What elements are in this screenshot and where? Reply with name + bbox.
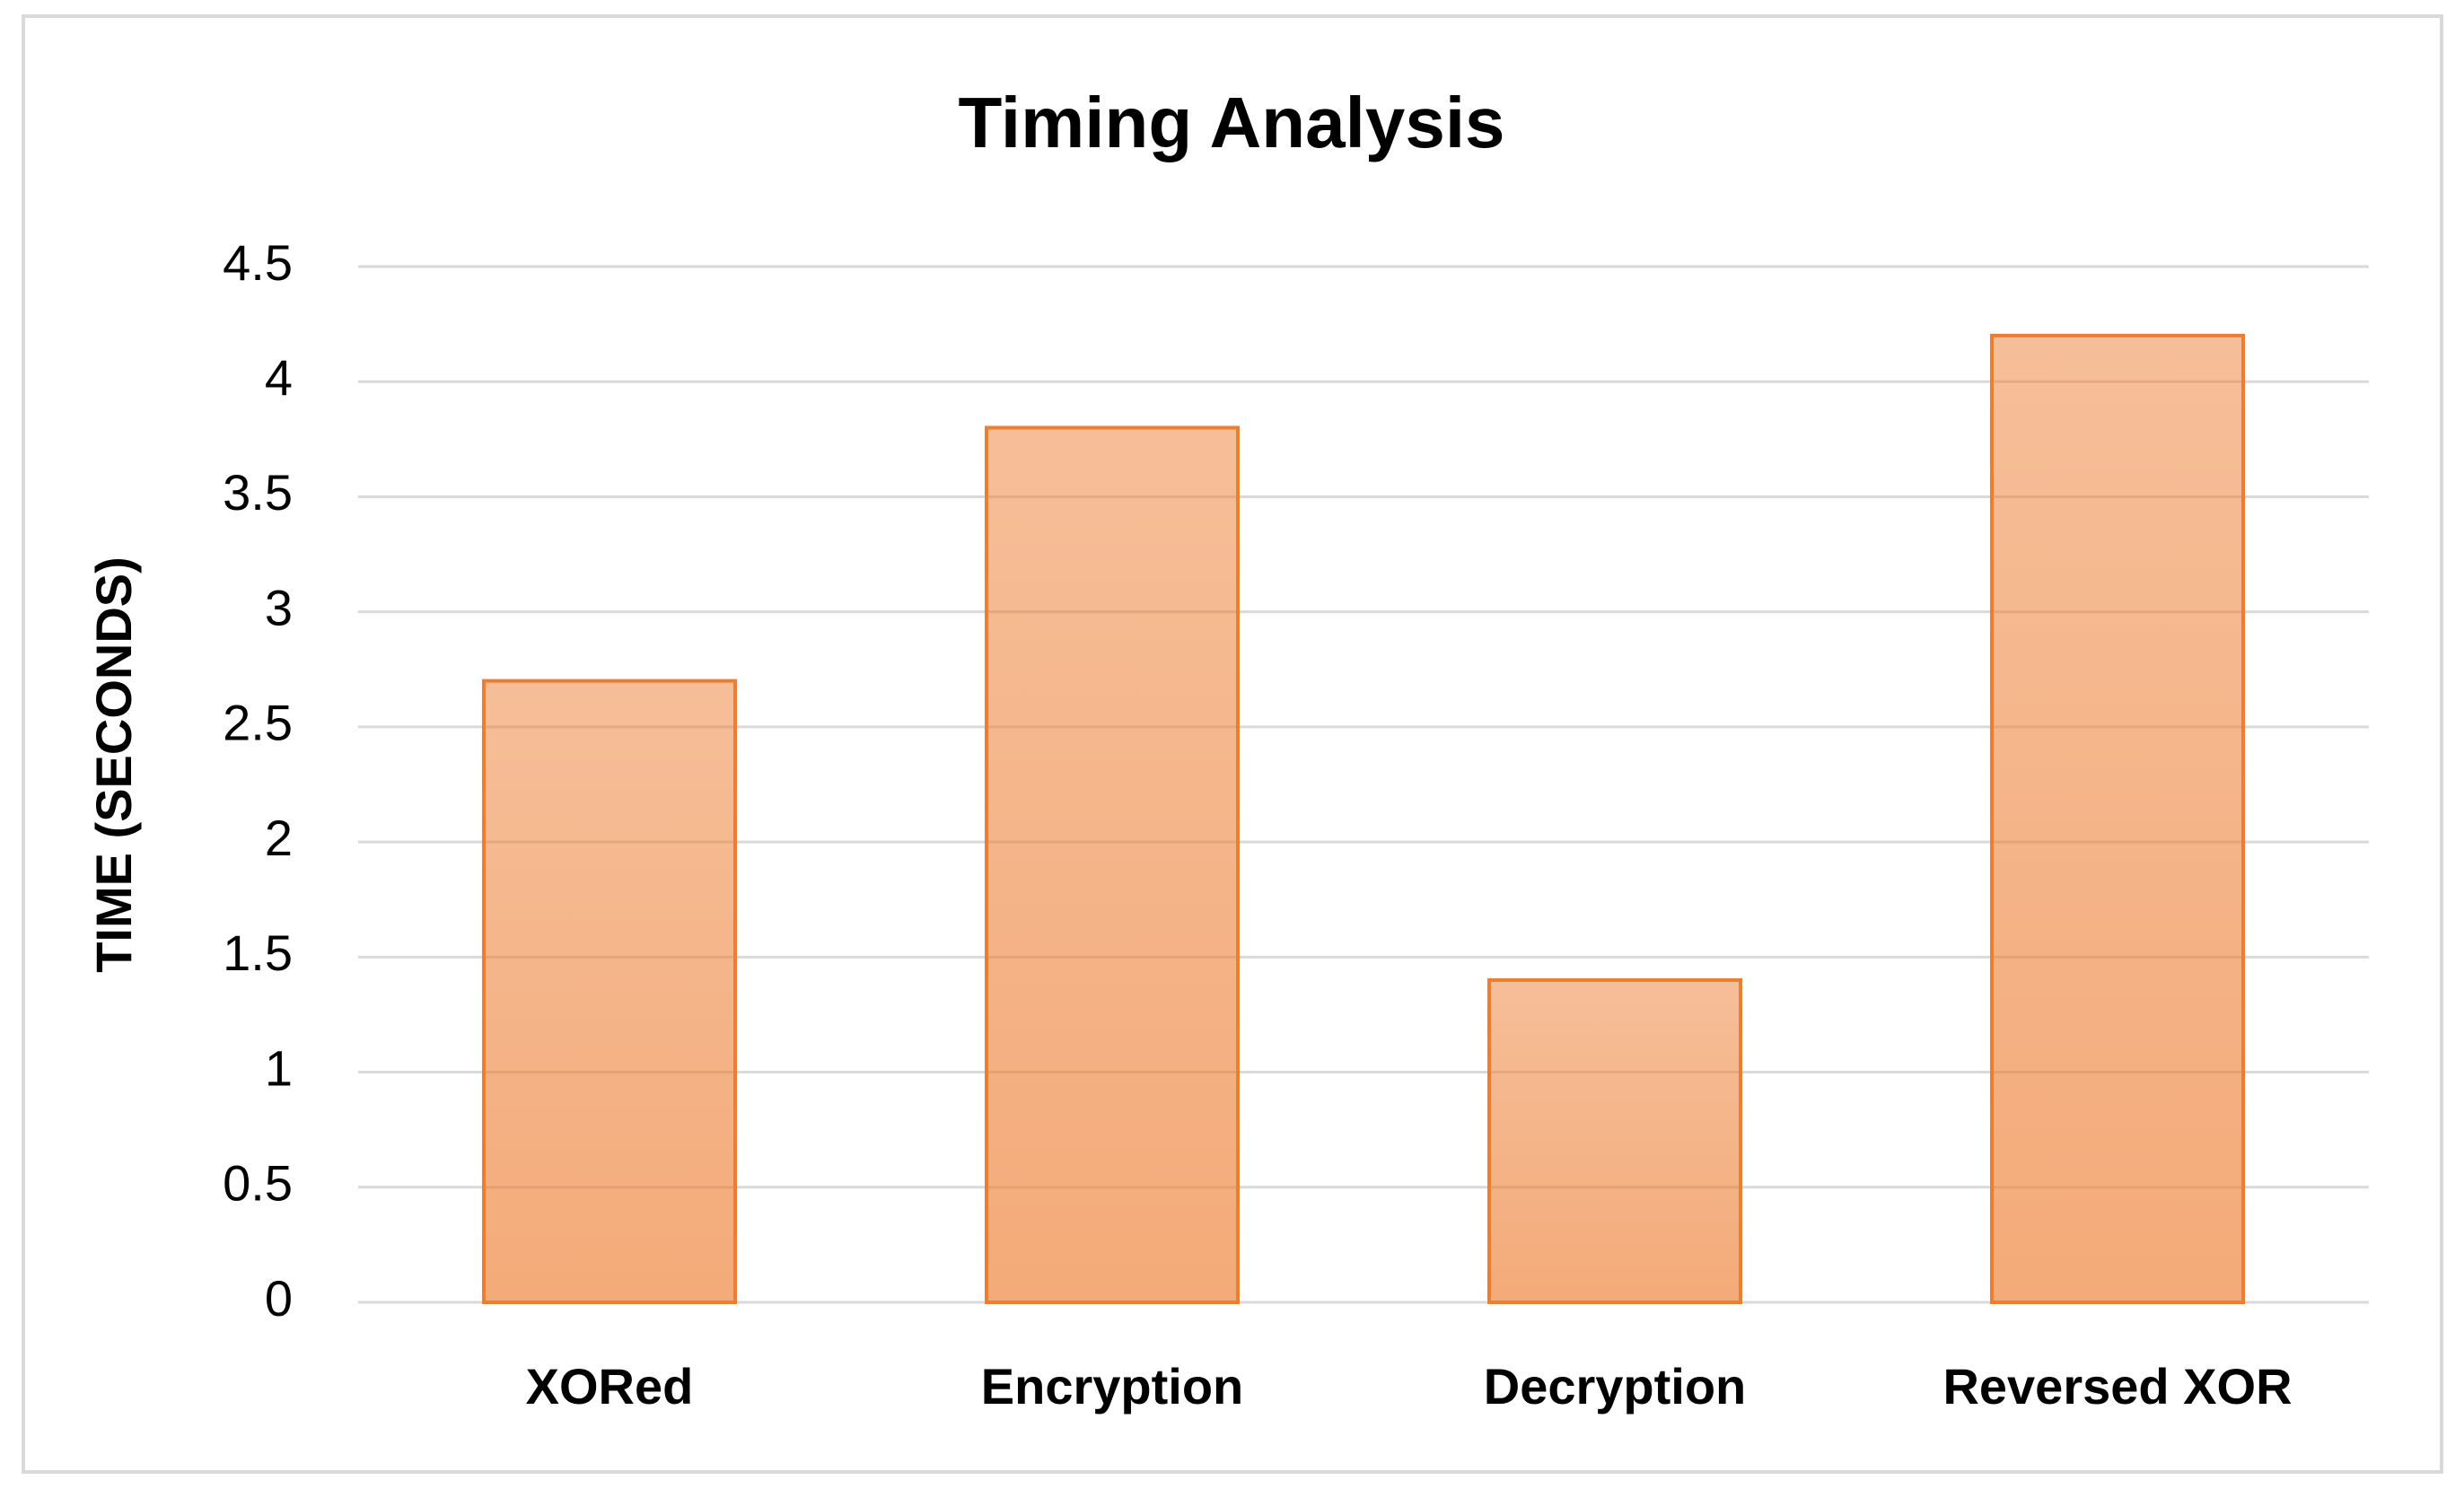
y-tick-label: 4 — [265, 349, 293, 406]
x-tick-label: Decryption — [1484, 1358, 1747, 1415]
y-tick-label: 1 — [265, 1039, 293, 1096]
y-tick-label: 0 — [265, 1270, 293, 1327]
y-tick-label: 3.5 — [223, 464, 293, 521]
y-tick-label: 2.5 — [223, 695, 293, 751]
bar — [482, 679, 737, 1304]
y-tick-label: 2 — [265, 810, 293, 866]
x-tick-label: Encryption — [981, 1358, 1243, 1415]
x-tick-label: XORed — [526, 1358, 694, 1415]
y-tick-label: 1.5 — [223, 924, 293, 981]
chart-title: Timing Analysis — [958, 83, 1504, 162]
bar — [1487, 977, 1742, 1304]
y-tick-label: 4.5 — [223, 234, 293, 291]
y-tick-label: 0.5 — [223, 1155, 293, 1212]
bar — [985, 425, 1240, 1304]
bar — [1990, 333, 2245, 1304]
x-tick-label: Reversed XOR — [1942, 1358, 2292, 1415]
y-axis-label: TIME (SECONDS) — [85, 556, 142, 973]
y-tick-label: 3 — [265, 579, 293, 635]
